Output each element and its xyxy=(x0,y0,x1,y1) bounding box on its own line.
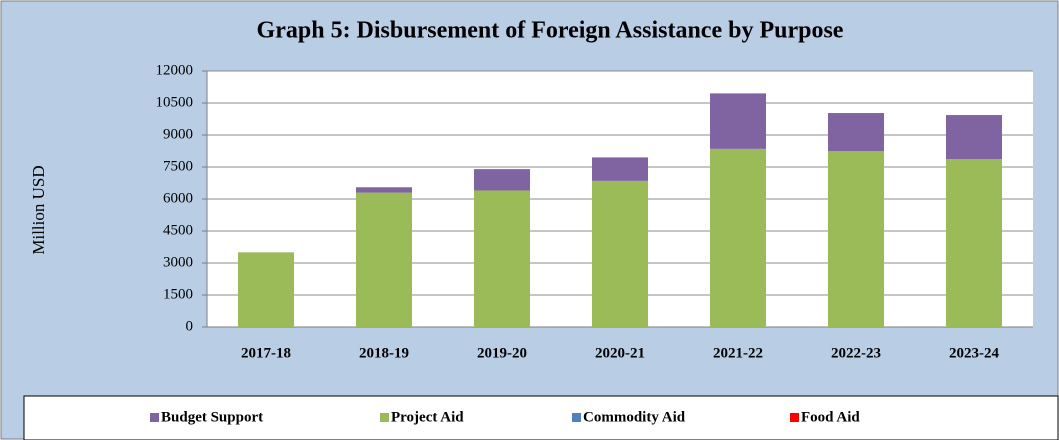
chart-title: Graph 5: Disbursement of Foreign Assista… xyxy=(257,18,844,44)
legend-swatch xyxy=(150,413,159,422)
bar-segment xyxy=(474,190,530,327)
bar-segment xyxy=(356,187,412,193)
bar-segment xyxy=(710,148,766,327)
bar-segment xyxy=(710,93,766,149)
legend-label: Project Aid xyxy=(391,409,464,425)
y-axis-label: Million USD xyxy=(29,165,48,254)
x-tick-label: 2022-23 xyxy=(831,345,881,361)
y-tick-label: 12000 xyxy=(156,62,194,78)
y-tick-label: 6000 xyxy=(163,190,193,206)
y-tick-label: 9000 xyxy=(163,126,193,142)
bar-segment xyxy=(592,180,648,327)
bar-segment xyxy=(946,159,1002,327)
legend-label: Budget Support xyxy=(161,409,263,425)
bar-segment xyxy=(238,252,294,327)
y-tick-label: 7500 xyxy=(163,158,193,174)
bar-segment xyxy=(828,113,884,151)
x-tick-label: 2019-20 xyxy=(477,345,527,361)
x-tick-label: 2017-18 xyxy=(241,345,291,361)
legend-label: Food Aid xyxy=(801,409,860,425)
legend xyxy=(23,395,1059,440)
bar-segment xyxy=(356,192,412,327)
bar-segment xyxy=(946,115,1002,159)
y-tick-label: 4500 xyxy=(163,222,193,238)
y-tick-label: 1500 xyxy=(163,286,193,302)
x-tick-label: 2020-21 xyxy=(595,345,645,361)
y-tick-label: 10500 xyxy=(156,94,194,110)
y-tick-label: 3000 xyxy=(163,254,193,270)
legend-swatch xyxy=(790,413,799,422)
legend-swatch xyxy=(572,413,581,422)
bar-segment xyxy=(828,151,884,327)
y-tick-label: 0 xyxy=(186,318,194,334)
x-tick-label: 2021-22 xyxy=(713,345,763,361)
bar-segment xyxy=(474,169,530,191)
legend-label: Commodity Aid xyxy=(583,409,686,425)
bar-segment xyxy=(592,157,648,181)
x-tick-label: 2023-24 xyxy=(949,345,999,361)
legend-swatch xyxy=(380,413,389,422)
x-tick-label: 2018-19 xyxy=(359,345,409,361)
